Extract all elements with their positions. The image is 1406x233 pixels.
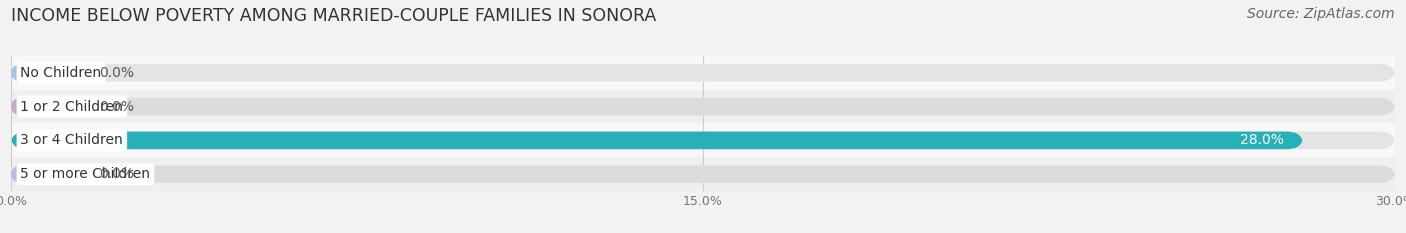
Bar <box>11 56 1395 90</box>
Text: 5 or more Children: 5 or more Children <box>21 167 150 181</box>
FancyBboxPatch shape <box>11 64 80 82</box>
FancyBboxPatch shape <box>11 64 1395 82</box>
FancyBboxPatch shape <box>11 98 80 115</box>
FancyBboxPatch shape <box>11 165 1395 183</box>
FancyBboxPatch shape <box>11 132 1302 149</box>
Bar <box>11 157 1395 191</box>
Text: INCOME BELOW POVERTY AMONG MARRIED-COUPLE FAMILIES IN SONORA: INCOME BELOW POVERTY AMONG MARRIED-COUPL… <box>11 7 657 25</box>
FancyBboxPatch shape <box>11 132 1395 149</box>
Text: 3 or 4 Children: 3 or 4 Children <box>21 133 124 147</box>
Bar <box>11 123 1395 157</box>
Text: 1 or 2 Children: 1 or 2 Children <box>21 99 124 114</box>
Text: 0.0%: 0.0% <box>98 167 134 181</box>
Text: 28.0%: 28.0% <box>1240 133 1284 147</box>
Text: 0.0%: 0.0% <box>98 99 134 114</box>
FancyBboxPatch shape <box>11 165 80 183</box>
Text: Source: ZipAtlas.com: Source: ZipAtlas.com <box>1247 7 1395 21</box>
Text: 0.0%: 0.0% <box>98 66 134 80</box>
Text: No Children: No Children <box>21 66 101 80</box>
FancyBboxPatch shape <box>11 98 1395 115</box>
Bar <box>11 90 1395 123</box>
